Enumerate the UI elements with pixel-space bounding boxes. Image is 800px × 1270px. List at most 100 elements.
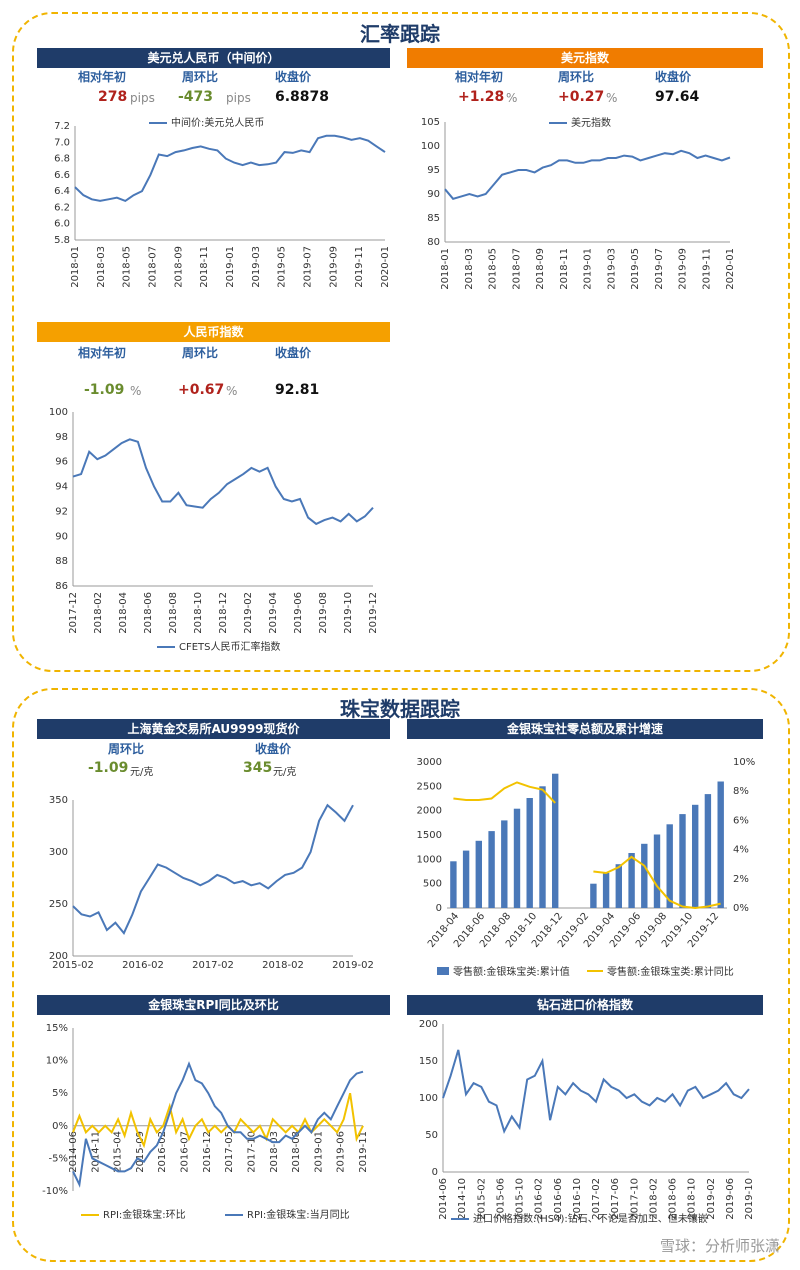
bar [526, 798, 533, 908]
dxy-wow-unit: % [606, 91, 618, 105]
y-tick-label: 6.6 [54, 170, 70, 181]
y-tick-label-right: 10% [733, 757, 755, 768]
legend-label: CFETS人民币汇率指数 [179, 640, 281, 653]
y-tick-label-right: 6% [733, 815, 749, 826]
y-tick-label: -10% [42, 1186, 68, 1197]
x-tick-label: 2019-11 [701, 248, 712, 290]
bar [666, 824, 673, 908]
x-tick-label: 2018-09 [535, 248, 546, 290]
x-tick-label: 2015-09 [135, 1131, 146, 1173]
x-tick-label: 2018-03 [269, 1131, 280, 1173]
x-tick-label: 2019-11 [354, 246, 365, 288]
cfets-label-wow: 周环比 [182, 346, 219, 360]
x-tick-label: 2018-04 [118, 592, 129, 634]
x-tick-label: 2019-01 [313, 1131, 324, 1173]
gold-wow: -1.09 [88, 760, 129, 776]
cfets-wow: +0.67 [178, 382, 225, 398]
rpi-header: 金银珠宝RPI同比及环比 [37, 995, 390, 1015]
x-tick-label: 2019-06 [293, 592, 304, 634]
fx-section [12, 12, 790, 672]
y-tick-label: 100 [49, 407, 68, 418]
series-line [72, 1092, 364, 1149]
x-tick-label: 2018-08 [168, 592, 179, 634]
series-line [593, 855, 721, 910]
gold-label-wow: 周环比 [108, 742, 145, 756]
x-tick-label: 2019-03 [606, 248, 617, 290]
x-tick-label: 2019-04 [268, 592, 279, 634]
y-tick-label: 0 [432, 1167, 438, 1178]
fx-section-title: 汇率跟踪 [340, 18, 460, 47]
x-tick-label: 2019-05 [277, 246, 288, 288]
x-tick-label: 2018-03 [96, 246, 107, 288]
gold-header: 上海黄金交易所AU9999现货价 [37, 719, 390, 739]
x-tick-label: 2017-06 [610, 1178, 621, 1220]
dxy-wow: +0.27 [558, 89, 605, 105]
x-tick-label: 2015-02 [476, 1178, 487, 1220]
x-tick-label: 2019-02 [332, 960, 374, 971]
cfets-close: 92.81 [275, 382, 320, 398]
cfets-header: 人民币指数 [37, 322, 390, 342]
series-line [442, 1049, 750, 1134]
gold-close-unit: 元/克 [273, 767, 297, 778]
x-tick-label: 2018-03 [464, 248, 475, 290]
x-tick-label: 2019-07 [654, 248, 665, 290]
x-tick-label: 2018-07 [148, 246, 159, 288]
legend-label: 进口价格指数:(HS4):钻石、不论是否加工、但未镶嵌 [473, 1212, 708, 1225]
x-tick-label: 2015-10 [515, 1178, 526, 1220]
y-tick-label: 6.4 [54, 186, 70, 197]
x-tick-label: 2014-10 [457, 1178, 468, 1220]
x-tick-label: 2018-05 [122, 246, 133, 288]
gold-wow-unit: 元/克 [130, 767, 154, 778]
cfets-label-close: 收盘价 [275, 346, 312, 360]
jewelry-section-title: 珠宝数据跟踪 [330, 693, 470, 722]
cfets-ytd-unit: % [130, 384, 142, 398]
x-tick-label: 2016-12 [202, 1131, 213, 1173]
y-tick-label: 10% [46, 1056, 68, 1067]
bar [641, 843, 648, 908]
usdcny-header: 美元兑人民币（中间价） [37, 48, 390, 68]
y-tick-label-left: 2500 [417, 781, 442, 792]
x-tick-label: 2016-10 [572, 1178, 583, 1220]
x-tick-label: 2015-06 [495, 1178, 506, 1220]
usdcny-ytd-unit: pips [130, 91, 155, 105]
bar [704, 794, 712, 908]
jewelry-section [12, 688, 790, 1262]
x-tick-label: 2016-07 [180, 1131, 191, 1173]
x-tick-label: 2018-01 [440, 248, 451, 290]
x-tick-label: 2020-01 [380, 246, 391, 288]
y-tick-label-left: 1000 [417, 854, 442, 865]
gold-close: 345 [243, 760, 273, 776]
diamond-header: 钻石进口价格指数 [407, 995, 763, 1015]
x-tick-label: 2019-09 [328, 246, 339, 288]
y-tick-label: 15% [46, 1023, 68, 1034]
y-tick-label-left: 2000 [417, 806, 442, 817]
retail-chart: 30002500200015001000500010%8%6%4%2%0%201… [417, 757, 756, 978]
retail-header: 金银珠宝社零总额及累计增速 [407, 719, 763, 739]
legend-label: 中间价:美元兑人民币 [171, 116, 264, 129]
dxy-header: 美元指数 [407, 48, 763, 68]
x-tick-label: 2018-09 [173, 246, 184, 288]
bar [692, 804, 699, 908]
x-tick-label: 2019-09 [678, 248, 689, 290]
y-tick-label: 7.0 [54, 137, 70, 148]
bar [717, 781, 724, 908]
y-tick-label: 5% [52, 1088, 68, 1099]
legend-label: 美元指数 [571, 116, 611, 129]
x-tick-label: 2018-11 [199, 246, 210, 288]
y-tick-label-left: 3000 [417, 757, 442, 768]
bar [462, 850, 470, 908]
x-tick-label: 2019-10 [343, 592, 354, 634]
x-tick-label: 2019-07 [303, 246, 314, 288]
y-tick-label: 200 [49, 951, 68, 962]
y-tick-label: 6.0 [54, 219, 70, 230]
cfets-ytd: -1.09 [84, 382, 125, 398]
x-tick-label: 2019-02 [243, 592, 254, 634]
x-tick-label: 2019-02 [706, 1178, 717, 1220]
dxy-label-close: 收盘价 [655, 70, 692, 84]
usdcny-wow: -473 [178, 89, 214, 105]
x-tick-label: 2018-10 [193, 592, 204, 634]
